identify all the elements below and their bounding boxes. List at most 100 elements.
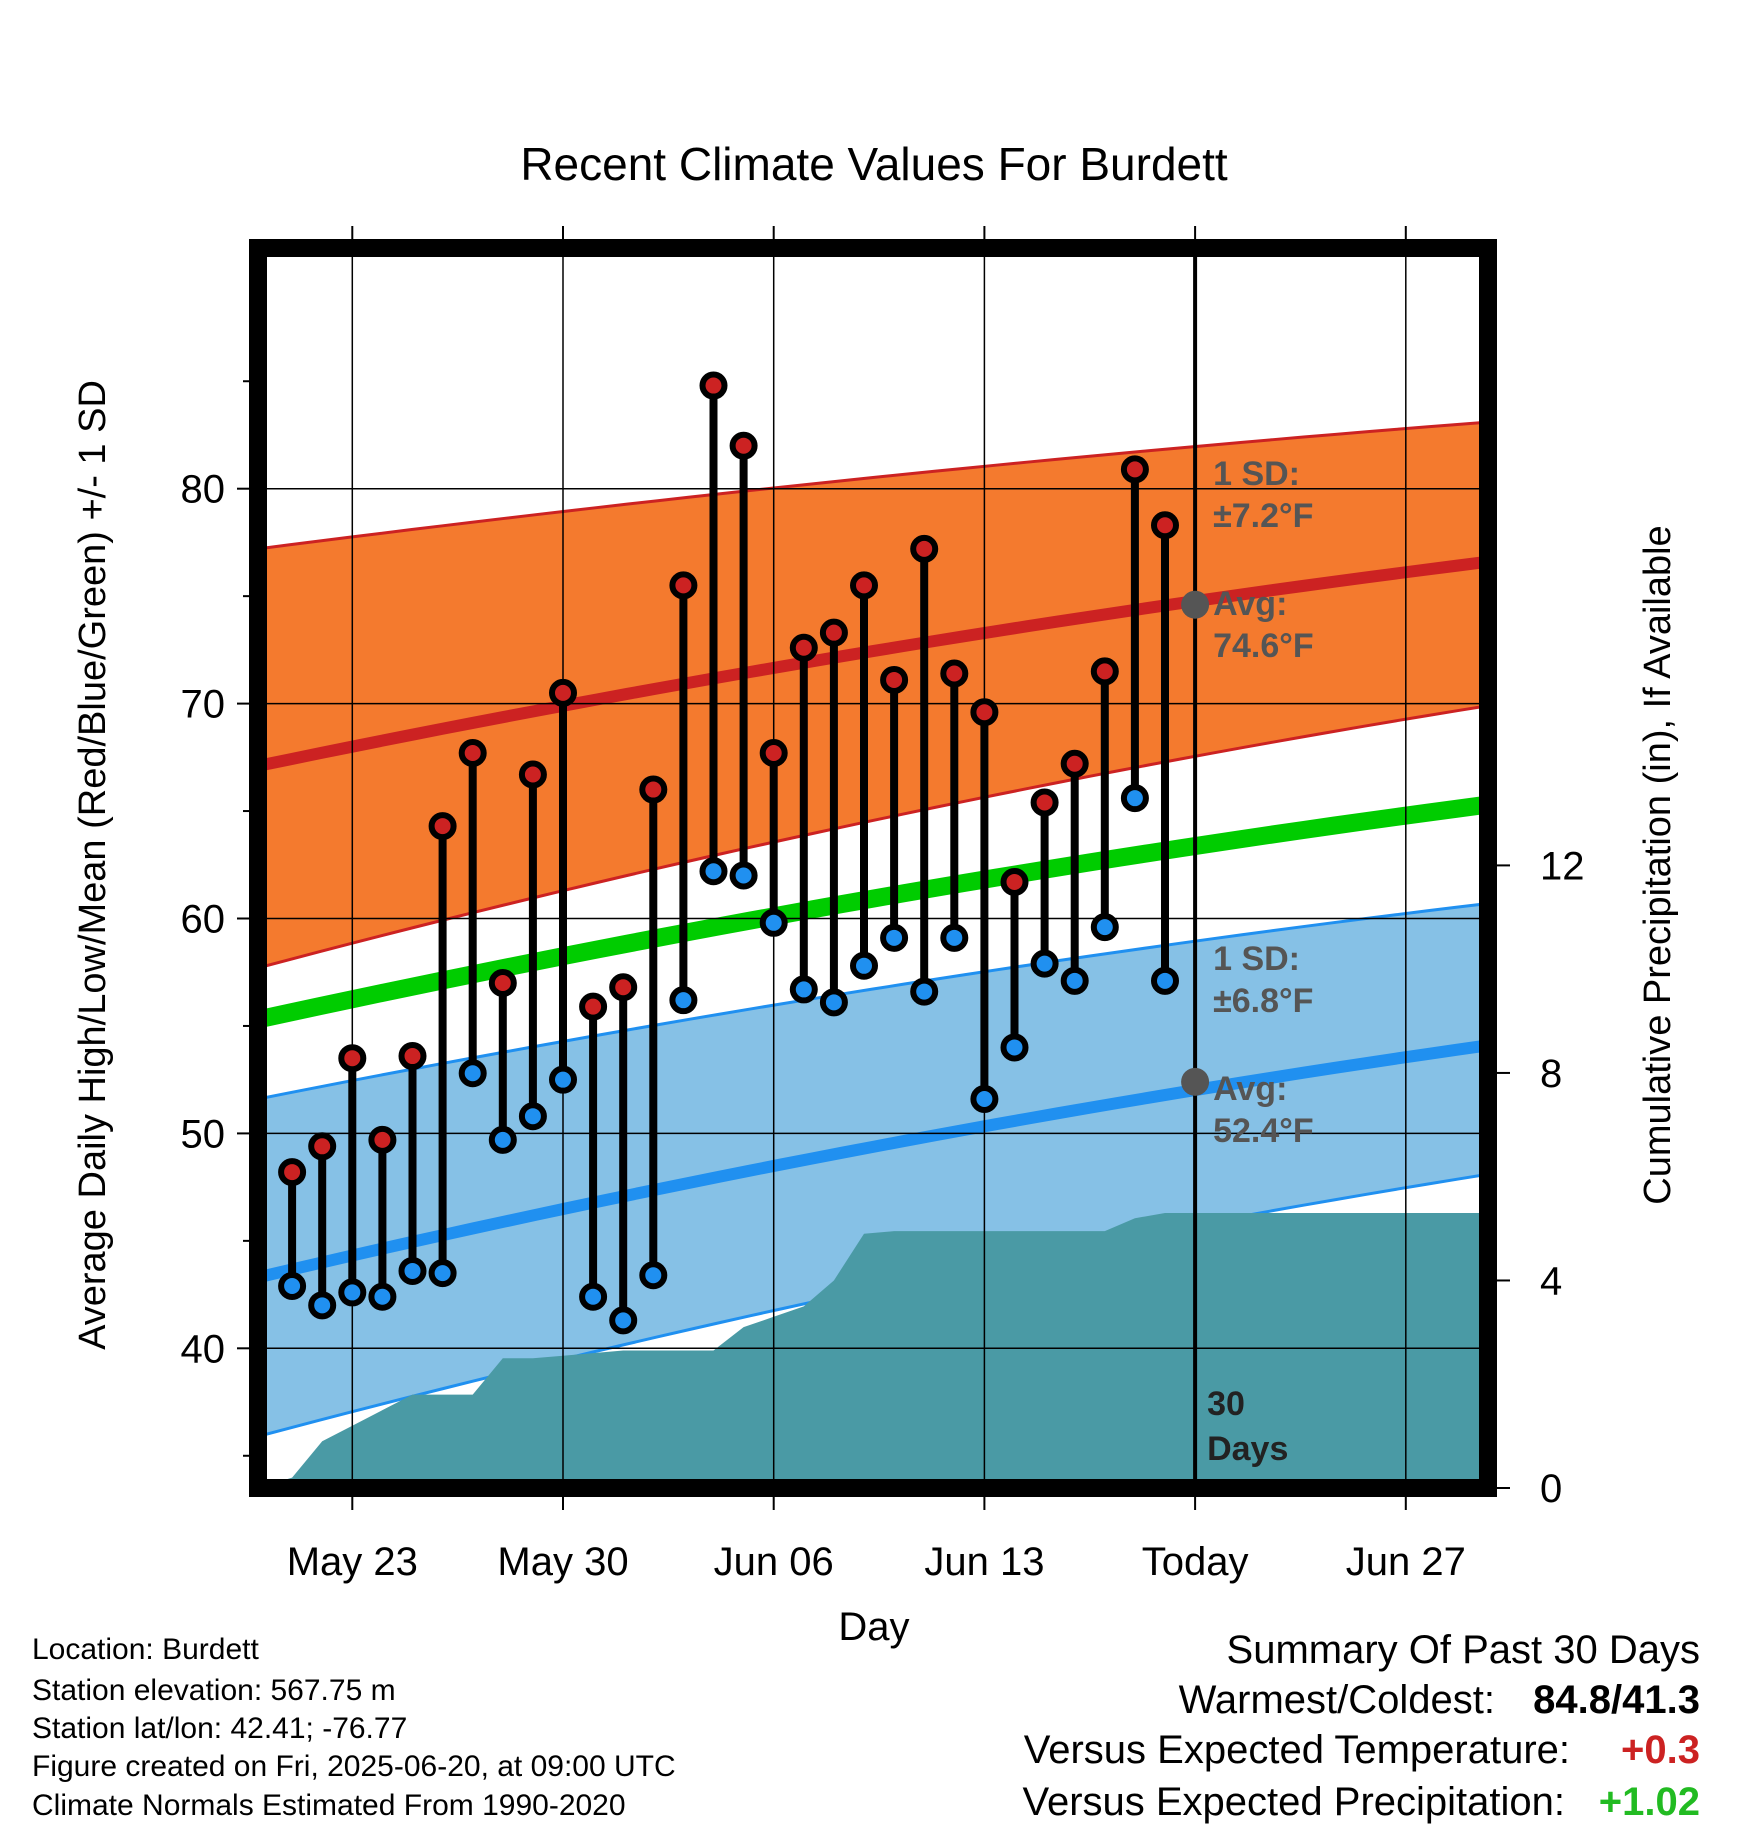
footer-location: Location: Burdett bbox=[32, 1633, 259, 1666]
low-point bbox=[522, 1105, 544, 1127]
low-point bbox=[341, 1281, 363, 1303]
summary-temp-value: +0.3 bbox=[1621, 1728, 1700, 1772]
chart-title: Recent Climate Values For Burdett bbox=[520, 138, 1228, 190]
high-point bbox=[462, 742, 484, 764]
high-point bbox=[853, 574, 875, 596]
high-point bbox=[943, 663, 965, 685]
footer-latlon: Station lat/lon: 42.41; -76.77 bbox=[32, 1712, 407, 1745]
low-point bbox=[733, 865, 755, 887]
high-point bbox=[522, 764, 544, 786]
high-point bbox=[763, 742, 785, 764]
high-point bbox=[1064, 753, 1086, 775]
y2-tick-label-2: 8 bbox=[1540, 1052, 1562, 1096]
x-tick-label-3: Jun 13 bbox=[924, 1540, 1044, 1584]
y2-tick-label-1: 4 bbox=[1540, 1259, 1562, 1303]
low-avg-value: 52.4°F bbox=[1213, 1112, 1314, 1150]
high-point bbox=[793, 637, 815, 659]
high-sd-value: ±7.2°F bbox=[1213, 497, 1313, 535]
low-point bbox=[281, 1275, 303, 1297]
low-point bbox=[432, 1262, 454, 1284]
low-point bbox=[1064, 970, 1086, 992]
low-point bbox=[703, 860, 725, 882]
high-point bbox=[1004, 871, 1026, 893]
footer-created: Figure created on Fri, 2025-06-20, at 09… bbox=[32, 1750, 676, 1783]
summary-precip-label: Versus Expected Precipitation: bbox=[1022, 1780, 1565, 1824]
low-point bbox=[311, 1294, 333, 1316]
low-point bbox=[883, 927, 905, 949]
low-point bbox=[642, 1264, 664, 1286]
low-point bbox=[492, 1129, 514, 1151]
y2-tick-label-3: 12 bbox=[1540, 844, 1585, 888]
footer-normals: Climate Normals Estimated From 1990-2020 bbox=[32, 1789, 626, 1822]
low-point bbox=[1034, 953, 1056, 975]
y-tick-label-3: 70 bbox=[181, 683, 226, 727]
x-tick-label-1: May 30 bbox=[497, 1540, 628, 1584]
low-point bbox=[1094, 916, 1116, 938]
low-point bbox=[371, 1286, 393, 1308]
high-point bbox=[582, 996, 604, 1018]
summary-temp-label: Versus Expected Temperature: bbox=[1024, 1728, 1570, 1772]
today-high-avg-marker bbox=[1181, 591, 1209, 619]
low-point bbox=[1154, 970, 1176, 992]
high-point bbox=[703, 375, 725, 397]
footer-elevation: Station elevation: 567.75 m bbox=[32, 1674, 396, 1707]
high-point bbox=[913, 538, 935, 560]
summary-warm-cold-value: 84.8/41.3 bbox=[1533, 1678, 1700, 1722]
high-point bbox=[823, 622, 845, 644]
high-point bbox=[1154, 514, 1176, 536]
y2-axis-label: Cumulative Precipitation (in), If Availa… bbox=[1637, 525, 1679, 1204]
x-axis-label: Day bbox=[838, 1605, 909, 1649]
high-point bbox=[612, 976, 634, 998]
high-point bbox=[733, 435, 755, 457]
high-point bbox=[642, 779, 664, 801]
y-tick-label-4: 80 bbox=[181, 468, 226, 512]
summary-warm-cold-label: Warmest/Coldest: bbox=[1179, 1678, 1495, 1722]
climate-chart: Recent Climate Values For Burdett 1 SD: ±… bbox=[0, 0, 1748, 1828]
high-point bbox=[402, 1045, 424, 1067]
low-point bbox=[402, 1260, 424, 1282]
x-tick-label-4: Today bbox=[1142, 1540, 1249, 1584]
low-point bbox=[552, 1069, 574, 1091]
high-point bbox=[371, 1129, 393, 1151]
summary-panel: Summary Of Past 30 Days Warmest/Coldest:… bbox=[1022, 1628, 1700, 1824]
high-point bbox=[1034, 791, 1056, 813]
plot-area: 1 SD: ±7.2°F Avg: 74.6°F 1 SD: ±6.8°F Avg: 52.4… bbox=[258, 248, 1488, 1488]
high-point bbox=[281, 1161, 303, 1183]
low-point bbox=[612, 1309, 634, 1331]
low-point bbox=[582, 1286, 604, 1308]
period-label-line1: 30 bbox=[1207, 1385, 1245, 1423]
low-point bbox=[1124, 787, 1146, 809]
high-point bbox=[492, 972, 514, 994]
low-point bbox=[1004, 1036, 1026, 1058]
low-point bbox=[462, 1062, 484, 1084]
high-point bbox=[1124, 458, 1146, 480]
high-point bbox=[883, 669, 905, 691]
low-sd-label: 1 SD: bbox=[1213, 940, 1300, 978]
period-label-line2: Days bbox=[1207, 1430, 1288, 1468]
high-point bbox=[973, 701, 995, 723]
low-avg-label: Avg: bbox=[1213, 1070, 1287, 1108]
high-point bbox=[552, 682, 574, 704]
y2-tick-label-0: 0 bbox=[1540, 1467, 1562, 1511]
y-tick-label-2: 60 bbox=[181, 898, 226, 942]
high-point bbox=[672, 574, 694, 596]
low-point bbox=[973, 1088, 995, 1110]
high-avg-label: Avg: bbox=[1213, 585, 1287, 623]
x-tick-label-5: Jun 27 bbox=[1346, 1540, 1466, 1584]
low-sd-value: ±6.8°F bbox=[1213, 982, 1313, 1020]
y-tick-label-1: 50 bbox=[181, 1112, 226, 1156]
today-low-avg-marker bbox=[1181, 1068, 1209, 1096]
low-point bbox=[793, 978, 815, 1000]
low-point bbox=[853, 955, 875, 977]
high-point bbox=[341, 1047, 363, 1069]
low-point bbox=[823, 991, 845, 1013]
x-tick-label-0: May 23 bbox=[287, 1540, 418, 1584]
high-point bbox=[1094, 660, 1116, 682]
low-point bbox=[913, 981, 935, 1003]
x-tick-label-2: Jun 06 bbox=[714, 1540, 834, 1584]
summary-title: Summary Of Past 30 Days bbox=[1227, 1628, 1700, 1672]
plot-clipped: 1 SD: ±7.2°F Avg: 74.6°F 1 SD: ±6.8°F Avg: 52.4… bbox=[258, 248, 1488, 1488]
y-axis-label: Average Daily High/Low/Mean (Red/Blue/Gr… bbox=[72, 380, 114, 1350]
y-tick-label-0: 40 bbox=[181, 1327, 226, 1371]
low-point bbox=[763, 912, 785, 934]
